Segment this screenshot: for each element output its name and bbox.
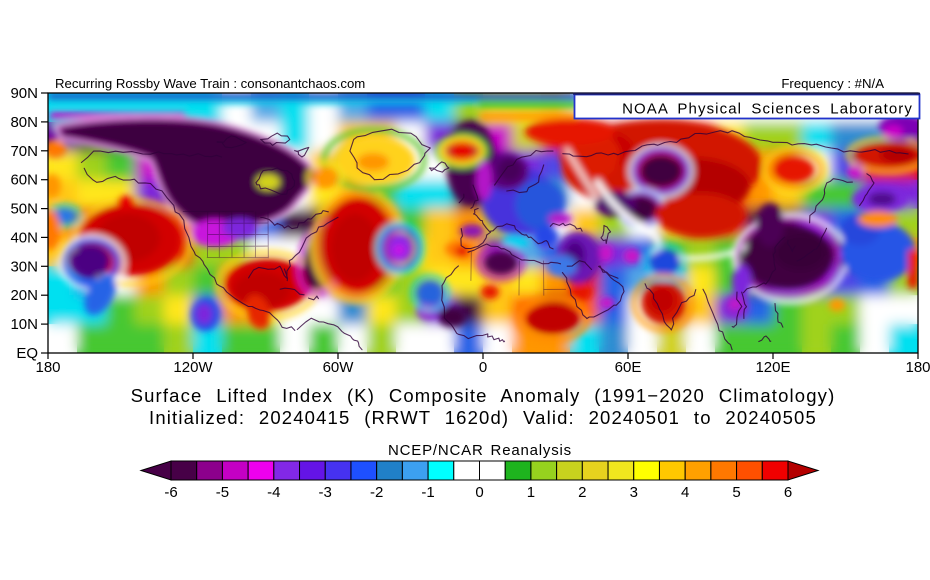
svg-text:Initialized: 20240415 (RRWT 16: Initialized: 20240415 (RRWT 1620d) Valid… bbox=[149, 407, 817, 428]
svg-text:-4: -4 bbox=[267, 484, 280, 501]
svg-text:3: 3 bbox=[630, 484, 638, 501]
svg-text:Surface Lifted Index (K) Compo: Surface Lifted Index (K) Composite Anoma… bbox=[131, 385, 836, 406]
svg-text:NOAA Physical Sciences Laborat: NOAA Physical Sciences Laboratory bbox=[622, 101, 913, 118]
svg-text:60W: 60W bbox=[323, 359, 355, 376]
svg-text:80N: 80N bbox=[10, 114, 38, 131]
svg-text:6: 6 bbox=[784, 484, 792, 501]
svg-text:60N: 60N bbox=[10, 172, 38, 189]
svg-text:-6: -6 bbox=[164, 484, 177, 501]
svg-text:10N: 10N bbox=[10, 316, 38, 333]
svg-text:180: 180 bbox=[35, 359, 60, 376]
svg-text:90N: 90N bbox=[10, 85, 38, 102]
svg-text:0: 0 bbox=[479, 359, 487, 376]
svg-text:120E: 120E bbox=[755, 359, 790, 376]
svg-text:0: 0 bbox=[475, 484, 483, 501]
svg-text:40N: 40N bbox=[10, 229, 38, 246]
svg-text:4: 4 bbox=[681, 484, 689, 501]
svg-text:-3: -3 bbox=[319, 484, 332, 501]
svg-text:-2: -2 bbox=[370, 484, 383, 501]
svg-text:EQ: EQ bbox=[16, 345, 38, 362]
svg-text:70N: 70N bbox=[10, 143, 38, 160]
svg-text:Frequency : #N/A: Frequency : #N/A bbox=[781, 76, 884, 91]
svg-text:120W: 120W bbox=[173, 359, 213, 376]
svg-text:180: 180 bbox=[905, 359, 930, 376]
svg-text:1: 1 bbox=[527, 484, 535, 501]
svg-text:20N: 20N bbox=[10, 287, 38, 304]
svg-text:30N: 30N bbox=[10, 258, 38, 275]
svg-text:60E: 60E bbox=[615, 359, 642, 376]
svg-text:-1: -1 bbox=[421, 484, 434, 501]
svg-text:-5: -5 bbox=[216, 484, 229, 501]
svg-text:5: 5 bbox=[732, 484, 740, 501]
svg-text:NCEP/NCAR Reanalysis: NCEP/NCAR Reanalysis bbox=[388, 442, 572, 459]
svg-text:Recurring Rossby Wave Train :: Recurring Rossby Wave Train : consonantc… bbox=[55, 76, 365, 91]
svg-text:2: 2 bbox=[578, 484, 586, 501]
svg-text:50N: 50N bbox=[10, 201, 38, 218]
